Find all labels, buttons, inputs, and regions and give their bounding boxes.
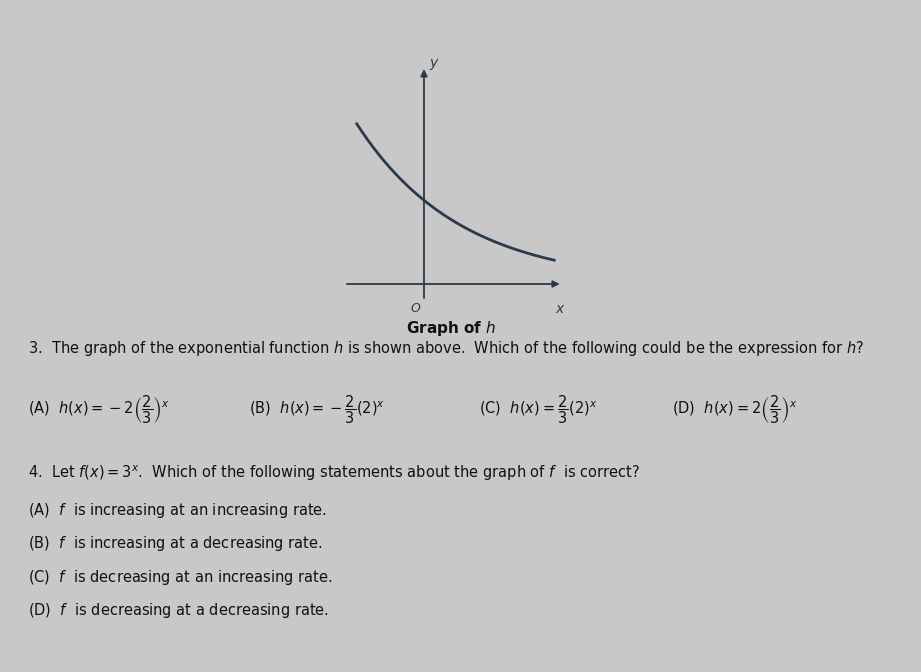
Text: $y$: $y$ [429,56,440,72]
Text: (A)  $h(x)=-2\left(\dfrac{2}{3}\right)^x$: (A) $h(x)=-2\left(\dfrac{2}{3}\right)^x$ [28,393,169,425]
Text: 4.  Let $f\left(x\right)=3^x$.  Which of the following statements about the grap: 4. Let $f\left(x\right)=3^x$. Which of t… [28,464,639,483]
Text: (D)  $f$  is decreasing at a decreasing rate.: (D) $f$ is decreasing at a decreasing ra… [28,601,329,620]
Text: Graph of $h$: Graph of $h$ [406,319,496,338]
Text: (C)  $h(x)=\dfrac{2}{3}(2)^x$: (C) $h(x)=\dfrac{2}{3}(2)^x$ [479,393,598,425]
Text: (B)  $h(x)=-\dfrac{2}{3}(2)^x$: (B) $h(x)=-\dfrac{2}{3}(2)^x$ [249,393,385,425]
Text: $x$: $x$ [555,302,565,316]
Text: (D)  $h(x)=2\left(\dfrac{2}{3}\right)^x$: (D) $h(x)=2\left(\dfrac{2}{3}\right)^x$ [672,393,798,425]
Text: (A)  $f$  is increasing at an increasing rate.: (A) $f$ is increasing at an increasing r… [28,501,327,519]
Text: $O$: $O$ [410,302,421,314]
Text: (B)  $f$  is increasing at a decreasing rate.: (B) $f$ is increasing at a decreasing ra… [28,534,322,553]
Text: 3.  The graph of the exponential function $h$ is shown above.  Which of the foll: 3. The graph of the exponential function… [28,339,864,358]
Text: (C)  $f$  is decreasing at an increasing rate.: (C) $f$ is decreasing at an increasing r… [28,568,332,587]
